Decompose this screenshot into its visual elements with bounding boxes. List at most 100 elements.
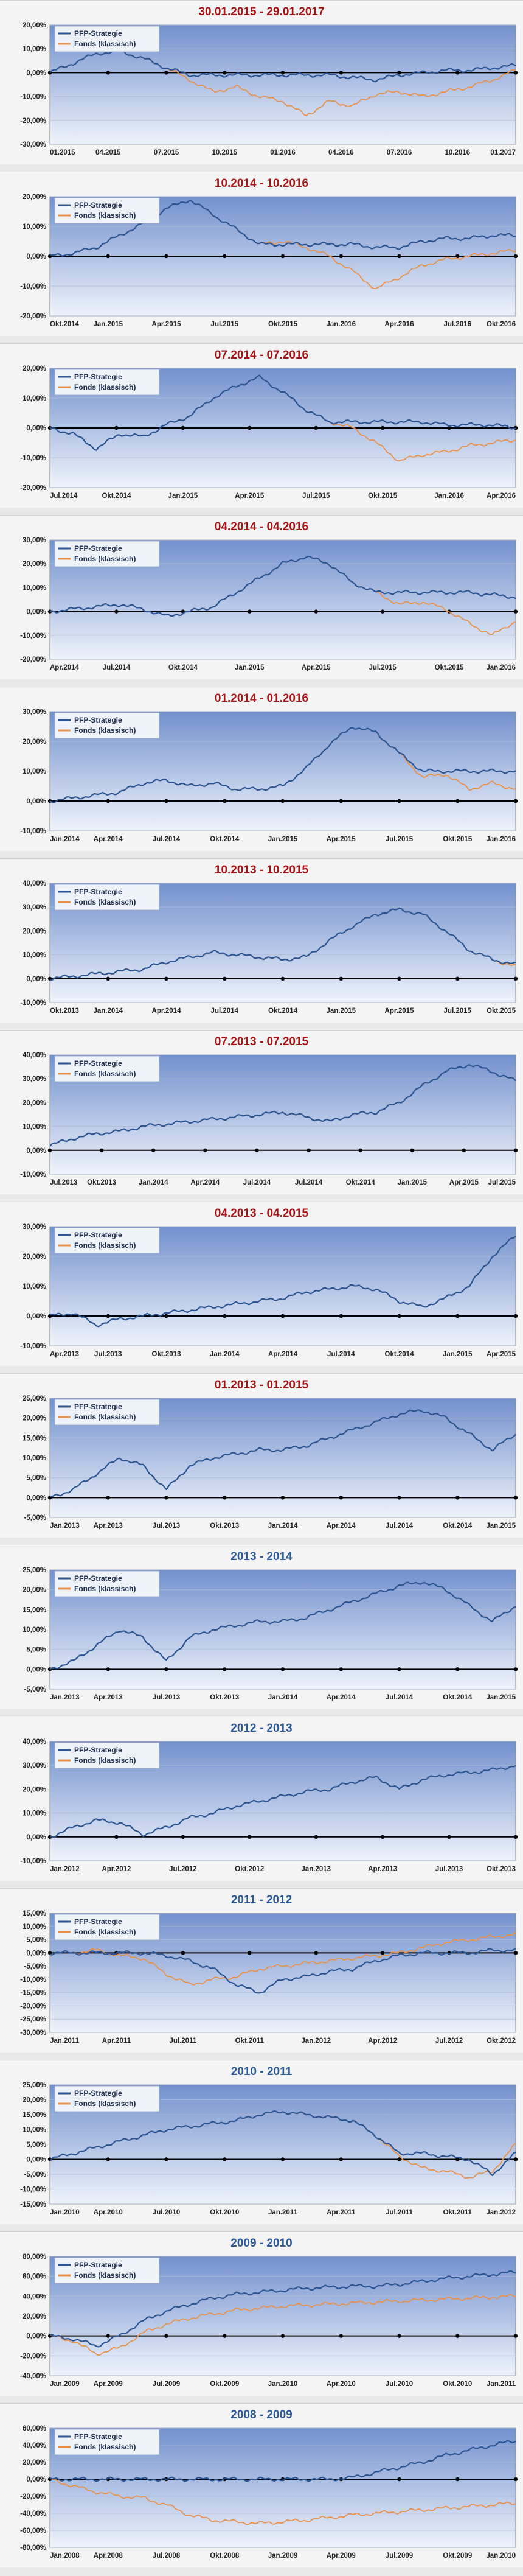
- y-tick-label: 10,00%: [23, 46, 46, 53]
- legend-box: [54, 1742, 160, 1769]
- x-tick-mark: [114, 609, 119, 614]
- y-tick-label: 20,00%: [23, 561, 46, 568]
- x-tick-mark: [462, 1148, 466, 1152]
- x-tick-label: Jan.2016: [434, 492, 464, 500]
- x-tick-label: Apr.2009: [327, 2552, 356, 2560]
- x-tick-label: Okt.2011: [235, 2037, 265, 2045]
- x-tick-label: Jul.2014: [243, 1179, 271, 1186]
- chart-title: 2013 - 2014: [230, 1550, 293, 1563]
- y-tick-label: -5,00%: [24, 2171, 46, 2179]
- x-tick-mark: [513, 609, 518, 614]
- x-tick-mark: [223, 1496, 227, 1500]
- x-tick-mark: [106, 1496, 110, 1500]
- y-tick-label: 15,00%: [23, 1606, 46, 1614]
- x-tick-mark: [339, 2334, 343, 2338]
- y-tick-label: -40,00%: [20, 2510, 46, 2518]
- x-tick-mark: [397, 2334, 401, 2338]
- x-tick-label: Jan.2015: [235, 664, 265, 671]
- x-tick-mark: [164, 976, 168, 981]
- x-tick-label: Okt.2013: [87, 1179, 116, 1186]
- x-tick-label: Apr.2014: [152, 1007, 182, 1015]
- x-tick-mark: [164, 254, 168, 259]
- x-tick-mark: [106, 799, 110, 803]
- x-tick-mark: [164, 2334, 168, 2338]
- legend-label: PFP-Strategie: [74, 887, 122, 896]
- legend-label: Fonds (klassisch): [74, 2099, 136, 2108]
- y-tick-label: 0,00%: [26, 1834, 46, 1841]
- x-tick-mark: [106, 71, 110, 75]
- x-tick-mark: [513, 1496, 518, 1500]
- y-tick-label: -10,00%: [20, 632, 46, 640]
- y-tick-label: -80,00%: [20, 2544, 46, 2552]
- x-tick-label: Jul.2014: [295, 1179, 323, 1186]
- legend-box: [54, 2429, 160, 2455]
- x-tick-label: Okt.2015: [368, 492, 398, 500]
- x-tick-mark: [106, 2157, 110, 2161]
- x-tick-mark: [455, 71, 460, 75]
- x-tick-label: Apr.2013: [368, 1866, 397, 1873]
- y-tick-label: -10,00%: [20, 1858, 46, 1865]
- x-tick-mark: [455, 254, 460, 259]
- x-tick-mark: [339, 254, 343, 259]
- y-tick-label: 60,00%: [23, 2273, 46, 2281]
- legend-box: [54, 369, 160, 396]
- x-tick-label: Jan.2015: [443, 1351, 473, 1358]
- chart-title: 10.2013 - 10.2015: [214, 864, 309, 877]
- chart-title: 04.2014 - 04.2016: [214, 520, 309, 533]
- x-tick-label: Jan.2014: [139, 1179, 168, 1186]
- chart-title: 07.2014 - 07.2016: [214, 349, 309, 362]
- chart-title: 01.2014 - 01.2016: [214, 692, 309, 705]
- chart-title: 2012 - 2013: [230, 1722, 293, 1735]
- y-tick-label: 0,00%: [26, 1147, 46, 1155]
- line-chart: 30,00% 20,00% 10,00% 0,00% -10,00% Apr.2013 Ju…: [20, 1223, 518, 1358]
- x-tick-label: Jul.2014: [386, 1522, 414, 1530]
- y-tick-label: 0,00%: [26, 253, 46, 261]
- x-tick-label: Apr.2014: [94, 836, 123, 843]
- y-tick-label: 15,00%: [23, 2112, 46, 2119]
- x-tick-label: Apr.2012: [368, 2037, 397, 2045]
- x-tick-label: Okt.2015: [435, 664, 465, 671]
- x-tick-label: Jan.2009: [50, 2381, 80, 2388]
- series-line-fonds-klassisch: [49, 2477, 516, 2525]
- y-tick-label: 10,00%: [23, 584, 46, 592]
- x-tick-mark: [223, 799, 227, 803]
- x-tick-mark: [513, 2157, 518, 2161]
- chart-title: 04.2013 - 04.2015: [214, 1207, 309, 1220]
- y-tick-label: 0,00%: [26, 69, 46, 77]
- line-chart: 20,00% 10,00% 0,00% -10,00% -20,00% -30,00% 01…: [20, 22, 518, 156]
- x-tick-mark: [223, 71, 227, 75]
- x-tick-label: Jul.2015: [386, 836, 414, 843]
- x-tick-mark: [106, 1667, 110, 1671]
- chart-title: 07.2013 - 07.2015: [214, 1035, 309, 1048]
- y-tick-label: -5,00%: [24, 1963, 46, 1970]
- chart-title: 10.2014 - 10.2016: [214, 177, 309, 190]
- x-tick-mark: [339, 1314, 343, 1318]
- legend-label: PFP-Strategie: [74, 2432, 122, 2441]
- x-tick-label: Apr.2011: [327, 2209, 356, 2216]
- x-tick-label: Jan.2012: [50, 1866, 80, 1873]
- series-line-pfp-strategie: [49, 1765, 516, 1838]
- y-tick-label: -20,00%: [20, 313, 46, 320]
- x-tick-mark: [339, 1496, 343, 1500]
- x-tick-label: Jan.2016: [486, 836, 516, 843]
- series-line-pfp-strategie: [49, 1236, 516, 1328]
- x-tick-label: 07.2016: [387, 149, 412, 156]
- y-tick-label: -20,00%: [20, 656, 46, 663]
- x-tick-label: Apr.2016: [487, 492, 516, 500]
- x-tick-mark: [339, 71, 343, 75]
- x-tick-mark: [397, 2157, 401, 2161]
- x-tick-label: Jan.2015: [486, 1694, 516, 1701]
- legend-label: Fonds (klassisch): [74, 1241, 136, 1250]
- x-tick-label: Okt.2014: [102, 492, 131, 500]
- legend-box: [54, 1399, 160, 1426]
- y-tick-label: 10,00%: [23, 1626, 46, 1634]
- x-tick-label: Jul.2012: [169, 1866, 196, 1873]
- x-tick-label: Okt.2014: [268, 1007, 298, 1015]
- x-tick-label: Jan.2014: [93, 1007, 123, 1015]
- x-tick-label: Okt.2014: [50, 321, 80, 328]
- x-tick-label: Jan.2011: [487, 2381, 516, 2388]
- x-tick-label: Jan.2012: [301, 2037, 331, 2045]
- x-tick-label: Okt.2014: [385, 1351, 415, 1358]
- series-line-pfp-strategie: [49, 1409, 516, 1497]
- y-tick-label: -40,00%: [20, 2373, 46, 2380]
